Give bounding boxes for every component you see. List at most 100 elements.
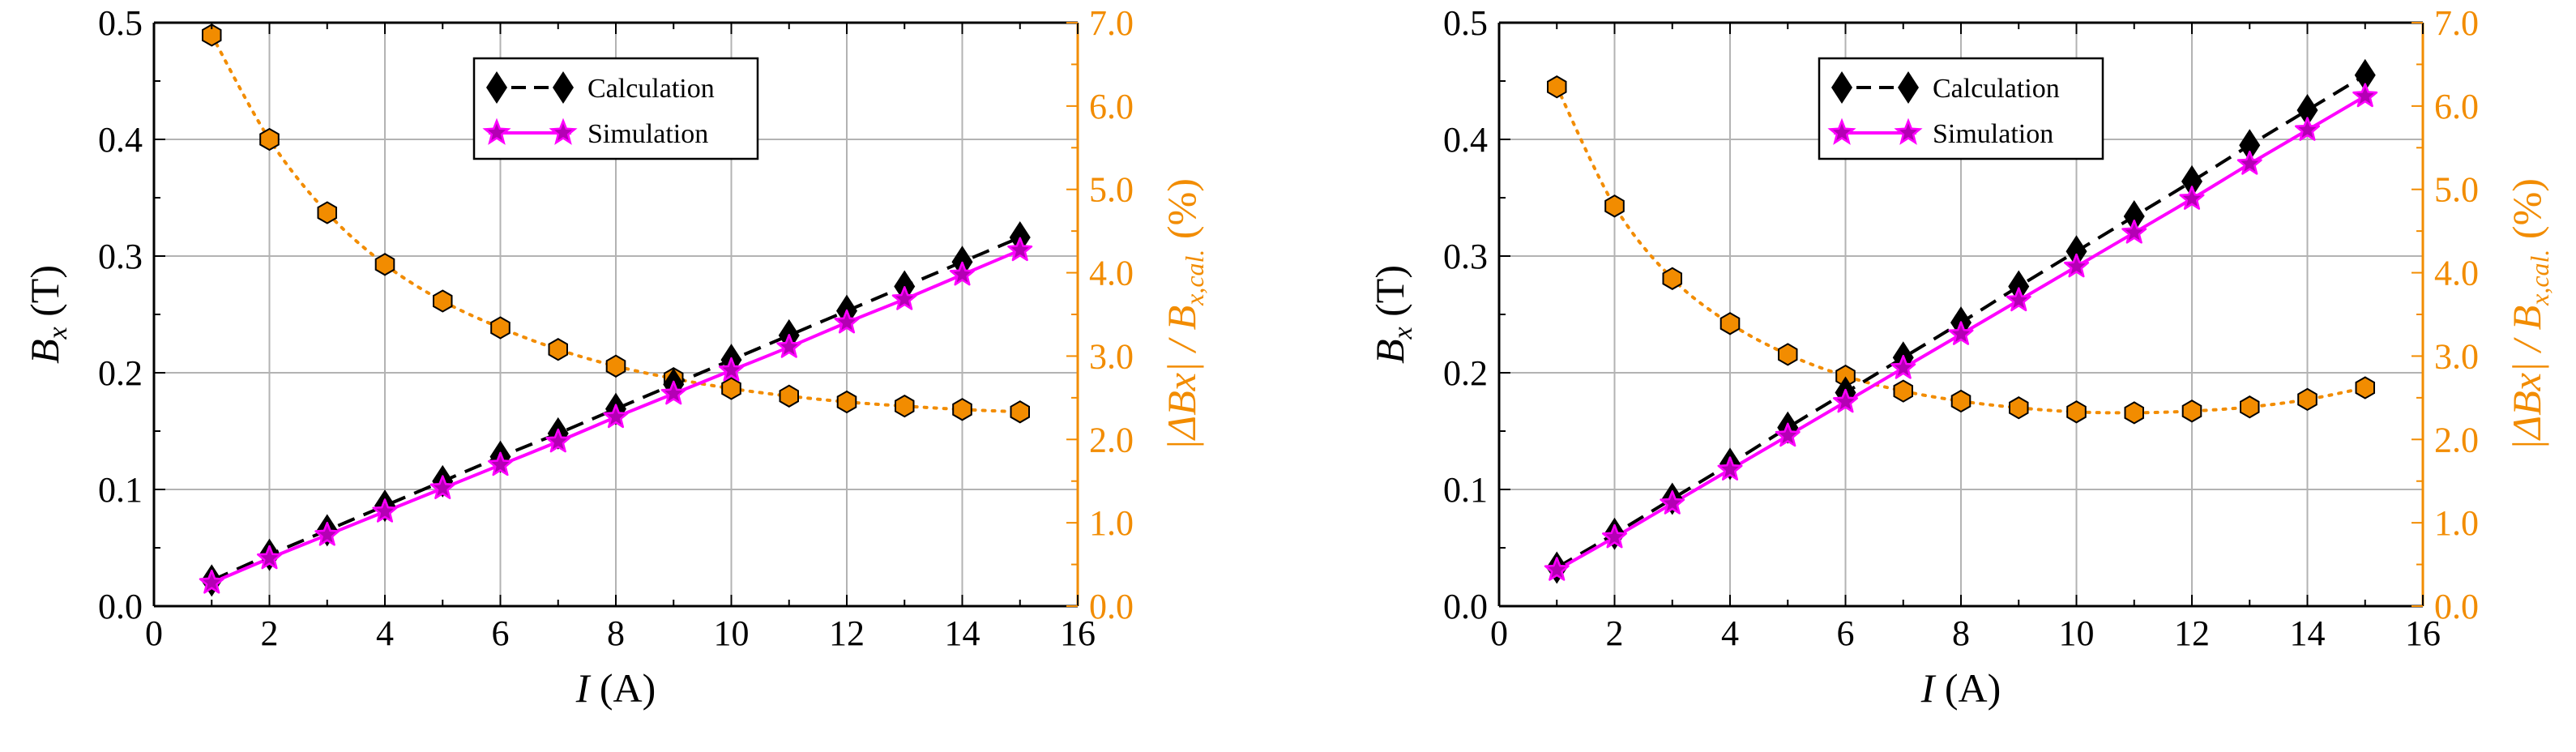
y2-tick-label: 5.0 xyxy=(1089,170,1134,210)
simulation-point xyxy=(1601,523,1628,549)
error-point xyxy=(1719,312,1741,335)
x-tick-label: 14 xyxy=(945,613,980,653)
legend-box xyxy=(472,57,759,160)
error-point xyxy=(433,289,453,313)
calculation-point xyxy=(2181,164,2202,198)
legend-calculation-marker xyxy=(1898,71,1919,104)
y-tick-label: 0.2 xyxy=(1443,353,1488,393)
y-tick-label: 0.4 xyxy=(1443,120,1488,160)
legend-simulation-label: Simulation xyxy=(587,119,708,149)
error-point xyxy=(2009,396,2029,420)
y-tick-label: 0.5 xyxy=(98,3,143,43)
legend-calculation-marker xyxy=(553,71,574,104)
simulation-point xyxy=(949,261,976,286)
simulation-point xyxy=(199,569,224,594)
chart-panel-left: 0 2 4 6 8 10 12 14 160.00.10.20.30.40.50.01.02.0… xyxy=(22,3,1209,711)
x-tick-label: 8 xyxy=(607,613,625,653)
simulation-point xyxy=(314,521,340,546)
legend-simulation-marker xyxy=(549,118,578,145)
y-tick-label: 0.4 xyxy=(98,120,143,160)
error-point xyxy=(1604,194,1625,218)
y2-tick-label: 2.0 xyxy=(2434,420,2479,459)
x-axis-label: I (A) xyxy=(1920,665,2001,711)
legend-simulation-marker xyxy=(1894,118,1923,145)
y2-tick-label: 3.0 xyxy=(1089,336,1134,376)
y-tick-label: 0.0 xyxy=(98,587,143,626)
simulation-point xyxy=(2179,186,2205,210)
simulation-point xyxy=(1890,354,1916,379)
legend-simulation-marker xyxy=(482,118,511,145)
y-tick-label: 0.1 xyxy=(98,470,143,510)
simulation-point xyxy=(487,451,514,476)
error-point xyxy=(2297,387,2318,412)
y-tick-label: 0.3 xyxy=(98,237,143,276)
x-tick-label: 6 xyxy=(1837,613,1855,653)
calculation-series-line xyxy=(211,236,1021,583)
error-point xyxy=(1547,75,1567,99)
y2-tick-label: 4.0 xyxy=(1089,254,1134,293)
error-point xyxy=(2181,400,2202,423)
simulation-point xyxy=(2352,83,2378,108)
y2-tick-label: 5.0 xyxy=(2434,170,2479,210)
y-tick-label: 0.3 xyxy=(1443,237,1488,276)
error-point xyxy=(490,316,511,340)
simulation-point xyxy=(1544,557,1570,581)
x-tick-label: 8 xyxy=(1952,613,1970,653)
simulation-point xyxy=(603,404,629,429)
y2-tick-label: 6.0 xyxy=(2434,87,2479,126)
simulation-point xyxy=(545,428,571,453)
simulation-point xyxy=(1717,456,1743,481)
simulation-point xyxy=(1660,490,1685,515)
x-tick-label: 4 xyxy=(376,613,394,653)
y2-tick-label: 4.0 xyxy=(2434,254,2479,293)
y2-tick-label: 1.0 xyxy=(2434,503,2479,543)
y2-tick-label: 0.0 xyxy=(2434,587,2479,626)
simulation-point xyxy=(1775,422,1801,447)
y2-axis-label: |ΔBx| / Bx,cal. (%) xyxy=(1159,178,1209,451)
y2-tick-label: 6.0 xyxy=(1089,87,1134,126)
error-point xyxy=(1662,267,1682,290)
calculation-point xyxy=(2065,235,2087,268)
y2-tick-label: 3.0 xyxy=(2434,336,2479,376)
error-point xyxy=(721,377,741,400)
calculation-point xyxy=(2239,129,2261,162)
y2-tick-label: 7.0 xyxy=(1089,3,1134,43)
y-axis-label: Bx (T) xyxy=(1367,265,1418,364)
y2-tick-label: 2.0 xyxy=(1089,420,1134,459)
simulation-point xyxy=(2121,219,2147,244)
calculation-point xyxy=(2354,58,2376,92)
simulation-point xyxy=(256,545,283,570)
y-tick-label: 0.0 xyxy=(1443,587,1488,626)
simulation-point xyxy=(372,498,398,523)
calculation-point xyxy=(2123,200,2145,233)
y2-tick-label: 7.0 xyxy=(2434,3,2479,43)
x-tick-label: 12 xyxy=(829,613,865,653)
simulation-point xyxy=(776,334,802,358)
y-tick-label: 0.1 xyxy=(1443,470,1488,510)
error-point xyxy=(1893,379,1913,403)
error-point xyxy=(1950,389,1972,413)
simulation-point xyxy=(2006,287,2031,312)
error-point xyxy=(259,127,280,152)
calculation-point xyxy=(2008,270,2030,303)
simulation-point xyxy=(1007,237,1033,262)
error-point xyxy=(2124,401,2144,425)
error-point xyxy=(1010,400,1030,424)
x-tick-label: 2 xyxy=(1606,613,1624,653)
error-point xyxy=(2240,395,2260,419)
calculation-point xyxy=(2296,94,2318,126)
x-tick-label: 0 xyxy=(1490,613,1508,653)
x-tick-label: 14 xyxy=(2290,613,2326,653)
error-point xyxy=(317,201,337,224)
x-tick-label: 6 xyxy=(492,613,510,653)
x-tick-label: 12 xyxy=(2174,613,2210,653)
chart-panel-right: 0 2 4 6 8 10 12 14 160.00.10.20.30.40.50.01.02.0… xyxy=(1367,3,2554,711)
legend-calculation-label: Calculation xyxy=(1933,74,2060,104)
legend: Calculation Simulation xyxy=(1818,57,2104,160)
y2-tick-label: 1.0 xyxy=(1089,503,1134,543)
simulation-point xyxy=(2236,150,2262,175)
simulation-point xyxy=(718,357,745,382)
error-point xyxy=(1778,343,1798,366)
x-axis-label: I (A) xyxy=(575,665,656,711)
error-point xyxy=(952,398,972,421)
